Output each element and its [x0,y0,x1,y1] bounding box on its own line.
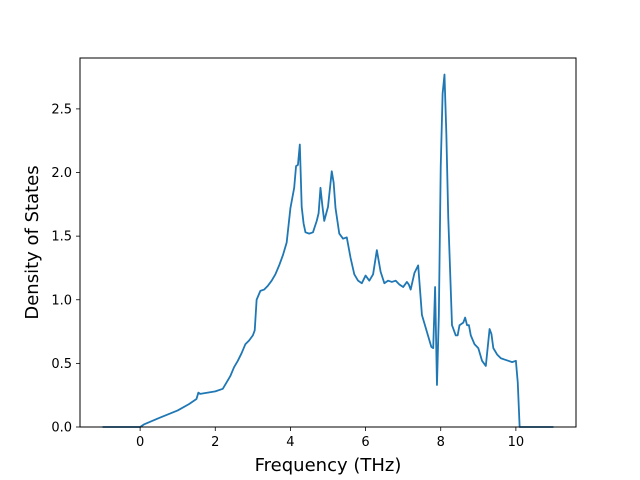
y-tick-label: 2.0 [51,166,72,181]
y-axis-label: Density of States [22,165,43,319]
x-tick-label: 4 [286,435,294,450]
x-tick-label: 10 [508,435,525,450]
x-tick-label: 8 [437,435,445,450]
y-tick-label: 1.0 [51,293,72,308]
x-tick-label: 2 [211,435,219,450]
y-tick-label: 0.5 [51,357,72,372]
x-axis-ticks: 0 2 4 6 8 10 [136,427,524,450]
x-axis-label: Frequency (THz) [255,455,402,476]
x-tick-label: 6 [361,435,369,450]
dos-series-line-0 [102,73,554,428]
plot-area [102,73,554,428]
y-tick-label: 1.5 [51,230,72,245]
y-tick-label: 0.0 [51,421,72,436]
axes-frame [79,57,577,428]
x-tick-label: 0 [136,435,144,450]
y-axis-ticks: 0.0 0.5 1.0 1.5 2.0 2.5 [51,102,80,436]
y-tick-label: 2.5 [51,102,72,117]
